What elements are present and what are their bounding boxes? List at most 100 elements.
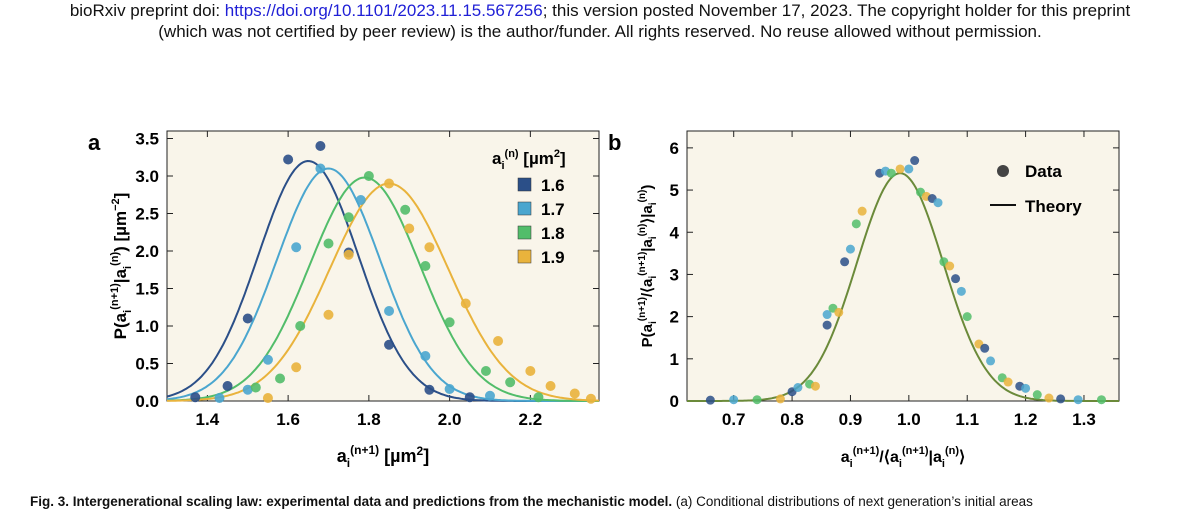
data-point — [1056, 394, 1066, 404]
data-point-1.9 — [424, 242, 435, 253]
data-point — [851, 219, 861, 229]
caption-rest: (a) Conditional distributions of next ge… — [672, 494, 1033, 509]
data-point-1.8 — [275, 373, 286, 384]
panel-b-axes: 0.7 0.8 0.9 1.0 1.1 1.2 1.3 0 1 2 3 4 5 6 — [670, 130, 1120, 429]
panel-b-plot-area — [687, 131, 1119, 401]
data-point — [980, 343, 990, 353]
data-point-1.9 — [323, 309, 334, 320]
data-point — [895, 164, 905, 174]
caption-bold: Fig. 3. Intergenerational scaling law: e… — [30, 494, 673, 509]
curve-1.7 — [166, 167, 599, 402]
y-tick-label: 5 — [670, 181, 679, 200]
panel-a-xlabel-unit-sup: 2 — [417, 444, 424, 458]
data-point — [904, 164, 914, 174]
y-tick-label: 4 — [670, 223, 680, 242]
data-point — [810, 381, 820, 391]
legend-swatch-1.7 — [517, 201, 532, 216]
data-point — [845, 244, 855, 254]
data-point — [705, 395, 715, 405]
data-point — [910, 156, 920, 166]
panel-a-legend-title-base: a — [492, 149, 502, 168]
y-tick-label: 2 — [670, 308, 679, 327]
data-point-1.6 — [283, 154, 294, 165]
data-point-1.9 — [262, 393, 273, 403]
x-tick-label: 2.0 — [438, 410, 462, 429]
data-point-1.9 — [585, 393, 596, 404]
data-point-1.9 — [569, 388, 580, 399]
legend-swatch-1.9 — [517, 249, 532, 264]
header-suffix: ; this version posted November 17, 2023.… — [542, 1, 1131, 20]
data-point-1.9 — [493, 336, 504, 346]
y-tick-label: 0.5 — [135, 355, 159, 374]
y-tick-label: 1.0 — [135, 317, 159, 336]
panel-a-xlabel-sup: (n+1) — [350, 443, 379, 457]
panel-b-label: b — [608, 130, 621, 155]
data-point-1.8 — [250, 382, 261, 393]
data-point — [933, 198, 943, 208]
data-point — [1073, 395, 1083, 405]
data-point-1.8 — [505, 377, 516, 388]
data-point-1.8 — [480, 366, 491, 376]
data-point-1.6 — [464, 392, 475, 403]
y-tick-label: 0.0 — [135, 392, 159, 411]
panel-a-xlabel-unit: [µm — [379, 446, 416, 466]
data-point-1.6 — [384, 339, 395, 350]
data-point — [886, 168, 896, 178]
doi-link[interactable]: https://doi.org/10.1101/2023.11.15.56725… — [224, 1, 543, 20]
data-point-1.9 — [545, 381, 556, 391]
legend-label-1.9: 1.9 — [541, 248, 565, 267]
data-point-1.8 — [295, 321, 306, 331]
data-point-1.8 — [400, 204, 411, 215]
header-line2: (which was not certified by peer review)… — [158, 22, 1042, 41]
data-point-1.7 — [315, 163, 326, 174]
panel-a-curves — [166, 159, 600, 402]
panel-a-xlabel-sub: i — [347, 456, 350, 470]
panel-a-legend-title-sub: i — [501, 160, 504, 172]
data-point-1.8 — [363, 171, 374, 181]
x-tick-label: 1.1 — [955, 410, 979, 429]
data-point-1.7 — [214, 393, 225, 403]
x-tick-label: 1.6 — [276, 410, 300, 429]
legend-data-marker — [997, 165, 1009, 177]
data-point — [840, 257, 850, 267]
legend-theory-label: Theory — [1025, 197, 1082, 216]
panel-a-label: a — [88, 130, 101, 155]
data-point-1.8 — [444, 317, 455, 328]
data-point — [822, 320, 832, 330]
legend-label-1.7: 1.7 — [541, 200, 565, 219]
data-point-1.8 — [323, 238, 334, 249]
x-tick-label: 1.3 — [1072, 410, 1096, 429]
legend-data-label: Data — [1025, 162, 1062, 181]
y-tick-label: 3.0 — [135, 167, 159, 186]
curve-1.9 — [167, 182, 600, 402]
legend-swatch-1.6 — [517, 177, 532, 192]
data-point-1.9 — [460, 298, 471, 309]
panel-b-ylabel: P(ai(n+1)/⟨ai(n+1)|ai(n)⟩|ai(n)) — [637, 185, 659, 348]
data-point-1.9 — [525, 366, 536, 376]
data-point-1.7 — [262, 354, 273, 365]
data-point — [752, 395, 762, 405]
panel-b-xlabel: ai(n+1)/⟨ai(n+1)|ai(n)⟩ — [841, 445, 966, 470]
data-point-1.7 — [444, 384, 455, 394]
data-point — [986, 356, 996, 366]
x-tick-label: 0.7 — [722, 410, 746, 429]
preprint-header: bioRxiv preprint doi: https://doi.org/10… — [0, 0, 1200, 42]
data-point-1.6 — [222, 381, 233, 391]
data-point — [793, 383, 803, 392]
panel-b: b 0.7 0.8 0.9 1.0 1.1 1.2 1.3 0 1 2 3 4 5 6 ai(n+1)/⟨… — [608, 130, 1120, 470]
x-tick-label: 2.2 — [519, 410, 543, 429]
data-point-1.6 — [315, 141, 326, 151]
figure-caption: Fig. 3. Intergenerational scaling law: e… — [30, 494, 1200, 509]
panel-a-legend-title-sup: (n) — [505, 148, 519, 160]
panel-a-legend-title-unit: [µm — [519, 149, 554, 168]
data-point — [962, 312, 972, 322]
x-tick-label: 1.4 — [196, 410, 220, 429]
data-point-1.7 — [242, 384, 253, 395]
x-tick-label: 1.8 — [357, 410, 381, 429]
data-point-1.8 — [343, 212, 354, 223]
y-tick-label: 2.5 — [135, 205, 159, 224]
panel-a-xlabel-close: ] — [423, 446, 429, 466]
data-point — [1044, 393, 1054, 403]
panel-a: a 1.4 1.6 1.8 2.0 2.2 0.0 0.5 1.0 1.5 2.0 2.5 3.0 3.… — [88, 130, 600, 470]
panel-a-legend: ai(n) [µm2] 1.6 1.7 1.8 1.9 — [492, 148, 566, 267]
